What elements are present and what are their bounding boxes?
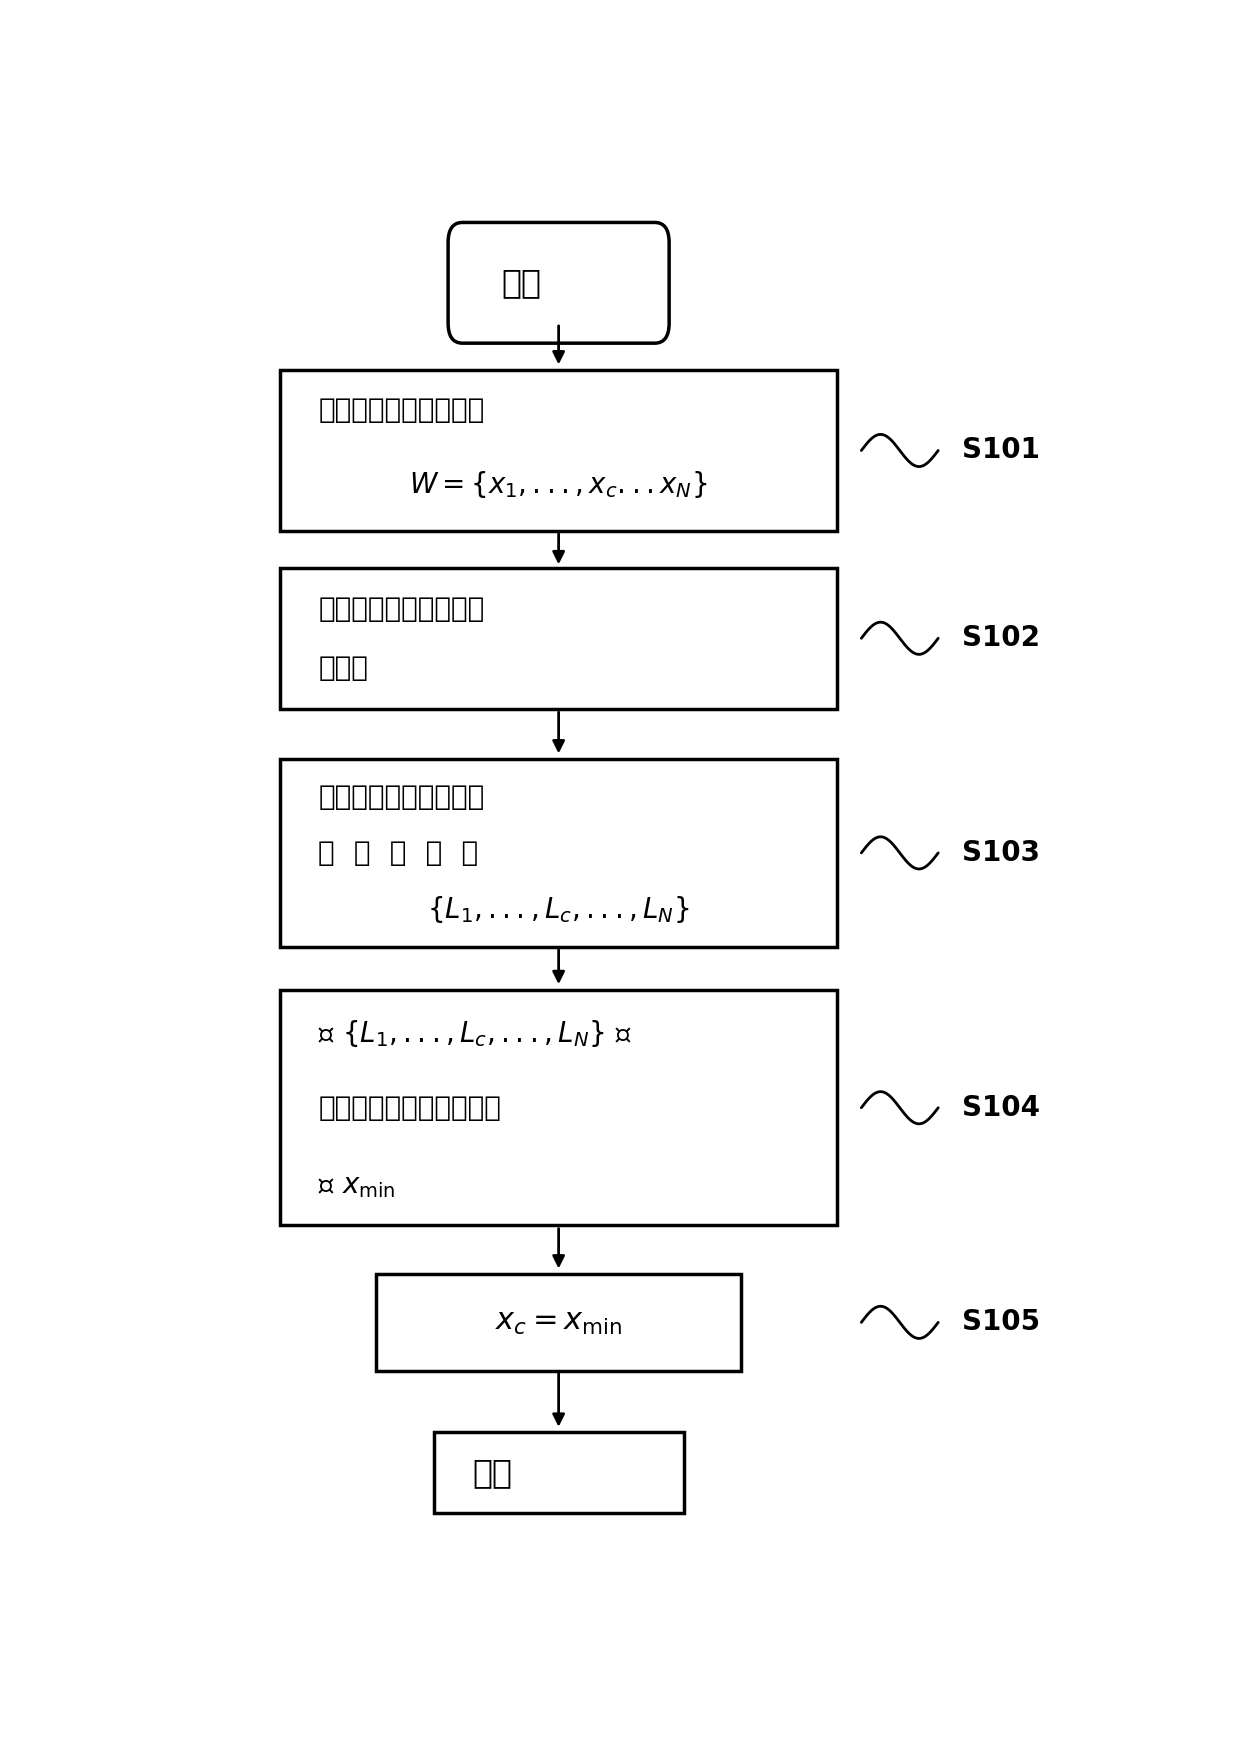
Text: $x_c = x_{\min}$: $x_c = x_{\min}$ — [495, 1308, 622, 1336]
Text: 计算各像素到其他像素: 计算各像素到其他像素 — [319, 594, 485, 622]
Text: 对 $\{L_1,...,L_c,...,L_N\}$ 排: 对 $\{L_1,...,L_c,...,L_N\}$ 排 — [319, 1019, 632, 1049]
Text: S104: S104 — [962, 1094, 1040, 1122]
Text: 序，得到最小排序对应像: 序，得到最小排序对应像 — [319, 1094, 501, 1122]
Text: S105: S105 — [962, 1308, 1040, 1336]
Text: $\mathbf{\it{W}}=\{x_1,...,x_c...x_N\}$: $\mathbf{\it{W}}=\{x_1,...,x_c...x_N\}$ — [409, 469, 708, 500]
Text: $\{L_1,...,L_c,...,L_N\}$: $\{L_1,...,L_c,...,L_N\}$ — [428, 894, 689, 925]
Text: 的距离: 的距离 — [319, 653, 368, 681]
Text: 计算各像素到其他像素: 计算各像素到其他像素 — [319, 782, 485, 810]
FancyBboxPatch shape — [280, 991, 837, 1225]
Text: S102: S102 — [962, 624, 1040, 652]
Text: S101: S101 — [962, 437, 1040, 465]
Text: 素 $x_{\min}$: 素 $x_{\min}$ — [319, 1172, 396, 1200]
FancyBboxPatch shape — [434, 1432, 683, 1512]
Text: 退出: 退出 — [472, 1456, 512, 1489]
Text: 开始: 开始 — [501, 267, 541, 300]
FancyBboxPatch shape — [376, 1273, 742, 1371]
FancyBboxPatch shape — [280, 760, 837, 948]
Text: S103: S103 — [962, 840, 1040, 868]
FancyBboxPatch shape — [280, 369, 837, 531]
FancyBboxPatch shape — [448, 223, 670, 343]
FancyBboxPatch shape — [280, 568, 837, 709]
Text: 根据滤波窗口形状取得: 根据滤波窗口形状取得 — [319, 395, 485, 425]
Text: 的  距  离  之  和: 的 距 离 之 和 — [319, 840, 479, 868]
